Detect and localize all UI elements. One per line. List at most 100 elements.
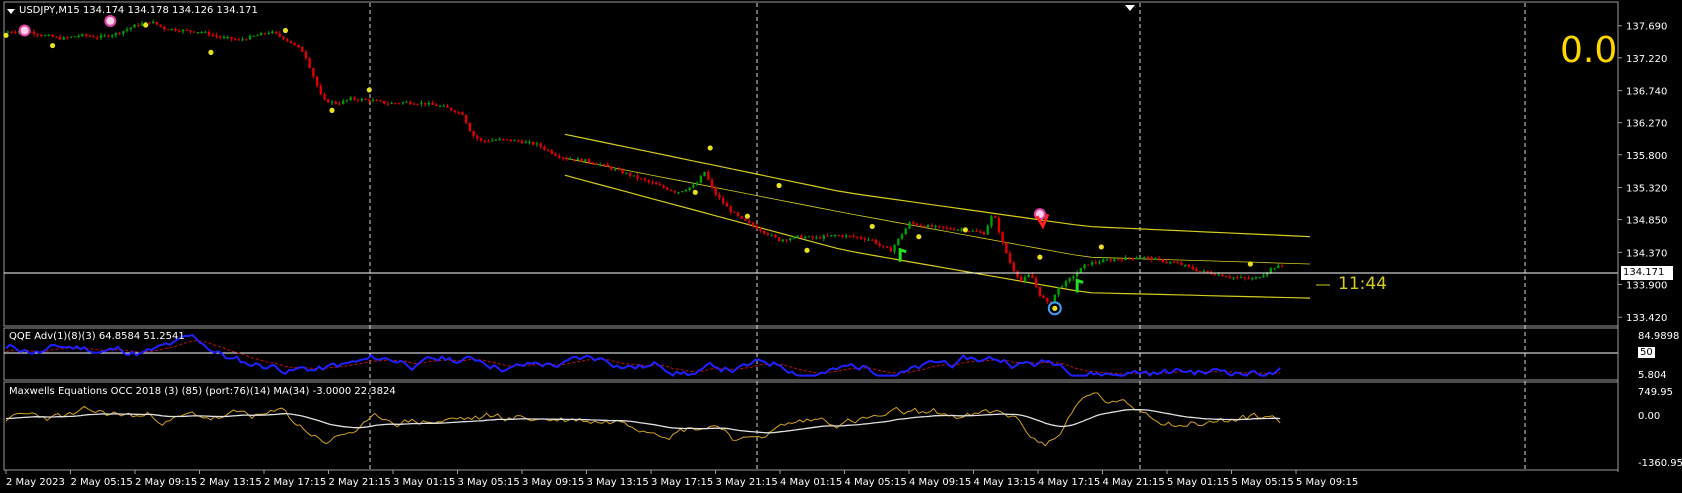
candle-body [572, 159, 576, 161]
candle-body [684, 189, 688, 192]
candle-body [558, 155, 561, 158]
signal-dot [1037, 254, 1043, 260]
candle-body [1116, 259, 1120, 261]
candle-body [923, 225, 926, 228]
candle-body [1143, 257, 1146, 259]
candle-body [55, 36, 58, 38]
regression-channel [564, 133, 1311, 299]
price-tick-label: 133.900 [1626, 280, 1667, 291]
symbol-menu-icon[interactable] [7, 9, 15, 14]
candle-body [70, 36, 73, 38]
candle-body [509, 139, 513, 142]
candle-body [401, 102, 404, 104]
candle-body [785, 239, 788, 241]
candle-body [1277, 265, 1280, 269]
scroll-marker-icon[interactable] [1125, 5, 1135, 11]
maxwell-ma-line [5, 408, 1281, 434]
candle-body [1120, 259, 1124, 261]
candle-body [118, 33, 121, 35]
maxwell-level-zero: 0.00 [1638, 411, 1661, 422]
candle-body [1109, 259, 1112, 261]
candle-body [662, 185, 665, 188]
candle-body [796, 235, 799, 237]
candle-body [990, 216, 993, 226]
candle-body [66, 37, 69, 39]
candle-body [10, 31, 13, 33]
candle-body [800, 235, 803, 239]
candle-body [1094, 262, 1097, 264]
sell-arrow-icon [1035, 213, 1050, 230]
candle-body [252, 35, 255, 37]
candle-body [878, 243, 881, 246]
candle-body [941, 226, 945, 228]
candle-body [852, 235, 855, 237]
candle-body [293, 43, 296, 45]
candle-body [1169, 261, 1172, 263]
qqe-signal-line [5, 340, 1281, 375]
candle-body [185, 29, 188, 31]
symbol-label: USDJPY,M15 134.174 134.178 134.126 134.1… [19, 5, 258, 16]
signal-dot [804, 247, 810, 253]
candle-body [513, 140, 516, 142]
candle-body [1217, 274, 1220, 276]
candle-body [554, 153, 557, 156]
current-price-tag: 134.171 [1621, 266, 1673, 280]
candle-body [1183, 264, 1187, 266]
candle-body [1187, 264, 1191, 267]
candle-body [267, 33, 270, 35]
candle-body [1198, 271, 1202, 273]
candle-body [759, 228, 762, 231]
candle-body [863, 238, 866, 240]
candle-body [815, 237, 818, 239]
candle-body [1213, 274, 1217, 276]
qqe-main-line [5, 333, 1281, 377]
candle-body [755, 225, 758, 229]
candle-body [699, 176, 703, 183]
candle-body [338, 103, 341, 105]
candle-body [58, 36, 62, 40]
candle-body [789, 238, 792, 241]
candle-body [986, 225, 989, 235]
time-tick-label: 3 May 09:15 [522, 477, 584, 488]
candle-body [1228, 276, 1232, 278]
maxwell-panel-label: Maxwells Equations OCC 2018 (3) (85) (po… [9, 386, 396, 397]
time-tick-label: 4 May 01:15 [780, 477, 842, 488]
candle-body [289, 40, 293, 44]
candle-body [979, 231, 982, 233]
candle-body [960, 229, 963, 231]
time-tick-label: 3 May 21:15 [716, 477, 778, 488]
candle-body [36, 34, 39, 36]
candle-body [681, 191, 684, 193]
candle-body [1079, 268, 1083, 273]
time-tick-label: 2 May 17:15 [264, 477, 326, 488]
candle-body [915, 223, 919, 226]
channel-upper [564, 133, 1311, 238]
candle-body [591, 162, 594, 164]
candle-body [632, 175, 635, 177]
candle-body [889, 247, 893, 252]
candle-body [654, 182, 658, 185]
candle-body [345, 99, 349, 101]
candle-body [621, 169, 624, 174]
sell-signal-icon [18, 24, 31, 37]
time-tick-label: 4 May 09:15 [909, 477, 971, 488]
maxwell-level-top: 749.95 [1638, 387, 1673, 398]
candles [3, 14, 1284, 316]
candle-body [792, 236, 796, 239]
candle-body [651, 181, 654, 183]
candle-body [531, 141, 535, 145]
candle-body [1191, 266, 1194, 270]
candle-body [882, 245, 885, 247]
candle-body [1098, 262, 1101, 264]
candle-body [1102, 259, 1105, 263]
candle-body [1247, 277, 1250, 279]
candle-body [599, 164, 602, 166]
candle-body [405, 101, 408, 103]
candle-body [1049, 301, 1053, 303]
candle-body [576, 158, 580, 161]
candle-body [181, 29, 185, 32]
candle-body [196, 32, 200, 34]
candle-body [811, 236, 814, 238]
candle-body [956, 229, 960, 231]
